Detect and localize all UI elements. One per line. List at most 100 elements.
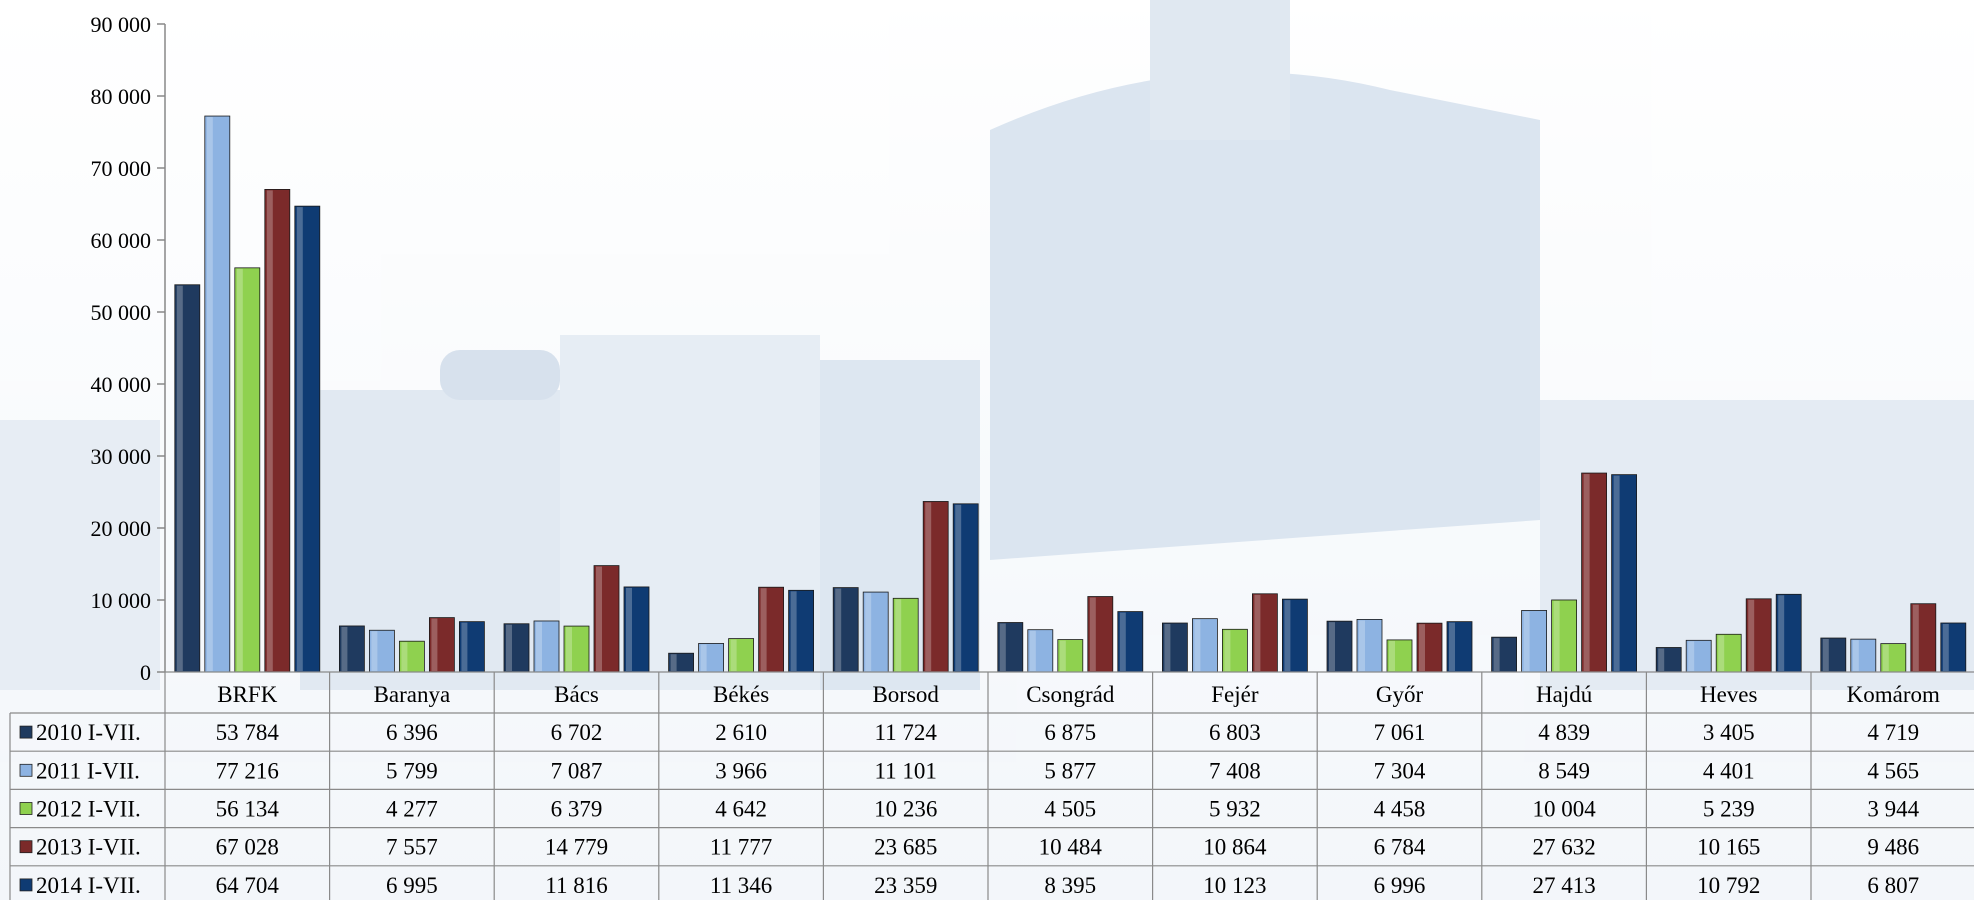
data-cell: 10 236 xyxy=(874,797,937,822)
data-cell: 56 134 xyxy=(216,797,280,822)
data-cell: 9 486 xyxy=(1867,835,1919,860)
bar-highlight xyxy=(371,631,378,671)
bar xyxy=(1057,639,1084,673)
category-label: Bács xyxy=(554,682,599,707)
bar xyxy=(503,623,530,673)
category-label: Komárom xyxy=(1847,682,1940,707)
bar-highlight xyxy=(1553,600,1560,671)
data-cell: 6 379 xyxy=(551,797,603,822)
data-cell: 3 405 xyxy=(1703,720,1755,745)
bar xyxy=(1611,474,1637,673)
bar xyxy=(1715,633,1742,673)
series-label: 2014 I-VII. xyxy=(36,873,141,898)
data-cell: 10 165 xyxy=(1697,835,1760,860)
bar-highlight xyxy=(536,621,542,671)
data-cell: 4 565 xyxy=(1867,758,1919,783)
data-cell: 3 966 xyxy=(715,758,767,783)
bar-highlight xyxy=(999,623,1006,671)
y-tick-label: 70 000 xyxy=(91,156,152,181)
bar-highlight xyxy=(1613,475,1620,671)
bar-highlight xyxy=(236,268,243,671)
bar xyxy=(1386,639,1413,673)
data-cell: 10 004 xyxy=(1532,797,1596,822)
bar xyxy=(428,617,455,673)
bar-highlight xyxy=(1912,604,1919,671)
bar-highlight xyxy=(626,587,632,671)
bar xyxy=(294,205,321,673)
bar xyxy=(1282,598,1308,673)
bar xyxy=(1581,472,1607,673)
bar-highlight xyxy=(401,642,408,671)
bar xyxy=(698,643,724,673)
data-cell: 11 346 xyxy=(710,873,772,898)
bars xyxy=(174,115,1967,673)
y-tick-label: 40 000 xyxy=(91,372,152,397)
data-cell: 10 123 xyxy=(1203,873,1266,898)
bar-highlight xyxy=(1059,640,1066,671)
bar xyxy=(1446,621,1473,673)
bar-highlight xyxy=(1523,611,1530,671)
bar-highlight xyxy=(1688,641,1695,671)
bar-highlight xyxy=(461,622,468,671)
category-label: Békés xyxy=(713,682,769,707)
data-cell: 67 028 xyxy=(216,835,279,860)
data-cell: 5 877 xyxy=(1044,758,1096,783)
data-cell: 23 359 xyxy=(874,873,937,898)
data-cell: 6 784 xyxy=(1374,835,1426,860)
bar xyxy=(1192,618,1218,673)
bar-highlight xyxy=(266,190,273,671)
data-cell: 7 061 xyxy=(1374,720,1426,745)
bar-highlight xyxy=(1119,612,1126,671)
bar xyxy=(1356,619,1383,673)
category-label: Borsod xyxy=(872,682,939,707)
data-cell: 27 413 xyxy=(1532,873,1595,898)
data-cell: 6 995 xyxy=(386,873,438,898)
bar-highlight xyxy=(596,566,602,671)
bar-highlight xyxy=(1852,640,1859,671)
bar-highlight xyxy=(1778,595,1785,671)
bar-highlight xyxy=(670,654,677,671)
bar xyxy=(862,591,889,673)
bar-highlight xyxy=(341,626,348,671)
bar xyxy=(1521,610,1547,673)
data-cell: 7 408 xyxy=(1209,758,1261,783)
bar-highlight xyxy=(1419,624,1425,671)
bar xyxy=(1685,639,1712,673)
data-cell: 6 996 xyxy=(1374,873,1426,898)
data-cell: 4 458 xyxy=(1374,797,1426,822)
bar xyxy=(1850,638,1877,673)
bar-highlight xyxy=(1224,630,1231,671)
y-tick-label: 60 000 xyxy=(91,228,152,253)
bar-highlight xyxy=(835,588,842,671)
bar-highlight xyxy=(1329,622,1335,671)
bar-highlight xyxy=(506,624,512,671)
bar-highlight xyxy=(176,285,183,671)
category-label: Heves xyxy=(1700,682,1758,707)
category-label: Győr xyxy=(1376,682,1424,707)
bar xyxy=(1655,647,1682,673)
bar xyxy=(1820,637,1847,673)
data-cell: 4 642 xyxy=(715,797,767,822)
bar-highlight xyxy=(1718,635,1725,671)
y-tick-label: 50 000 xyxy=(91,300,152,325)
data-cell: 4 401 xyxy=(1703,758,1755,783)
data-table: BRFK Baranya Bács Békés Borsod Csongrád Fejér G… xyxy=(9,671,1974,900)
data-cell: 14 779 xyxy=(545,835,608,860)
data-cell: 10 484 xyxy=(1039,835,1103,860)
bar xyxy=(533,620,560,673)
bar xyxy=(788,589,814,673)
y-tick-label: 90 000 xyxy=(91,12,152,37)
bar-highlight xyxy=(1449,622,1455,671)
data-cell: 11 816 xyxy=(545,873,607,898)
bar-highlight xyxy=(1089,597,1096,671)
data-cell: 8 395 xyxy=(1044,873,1096,898)
bar xyxy=(563,625,590,673)
data-cell: 4 505 xyxy=(1044,797,1096,822)
series-label: 2011 I-VII. xyxy=(36,758,140,783)
data-cell: 6 807 xyxy=(1867,873,1919,898)
bar xyxy=(1745,598,1772,673)
data-cell: 7 087 xyxy=(551,758,603,783)
legend-swatch xyxy=(19,840,33,854)
y-tick-label: 30 000 xyxy=(91,444,152,469)
data-cell: 5 799 xyxy=(386,758,438,783)
